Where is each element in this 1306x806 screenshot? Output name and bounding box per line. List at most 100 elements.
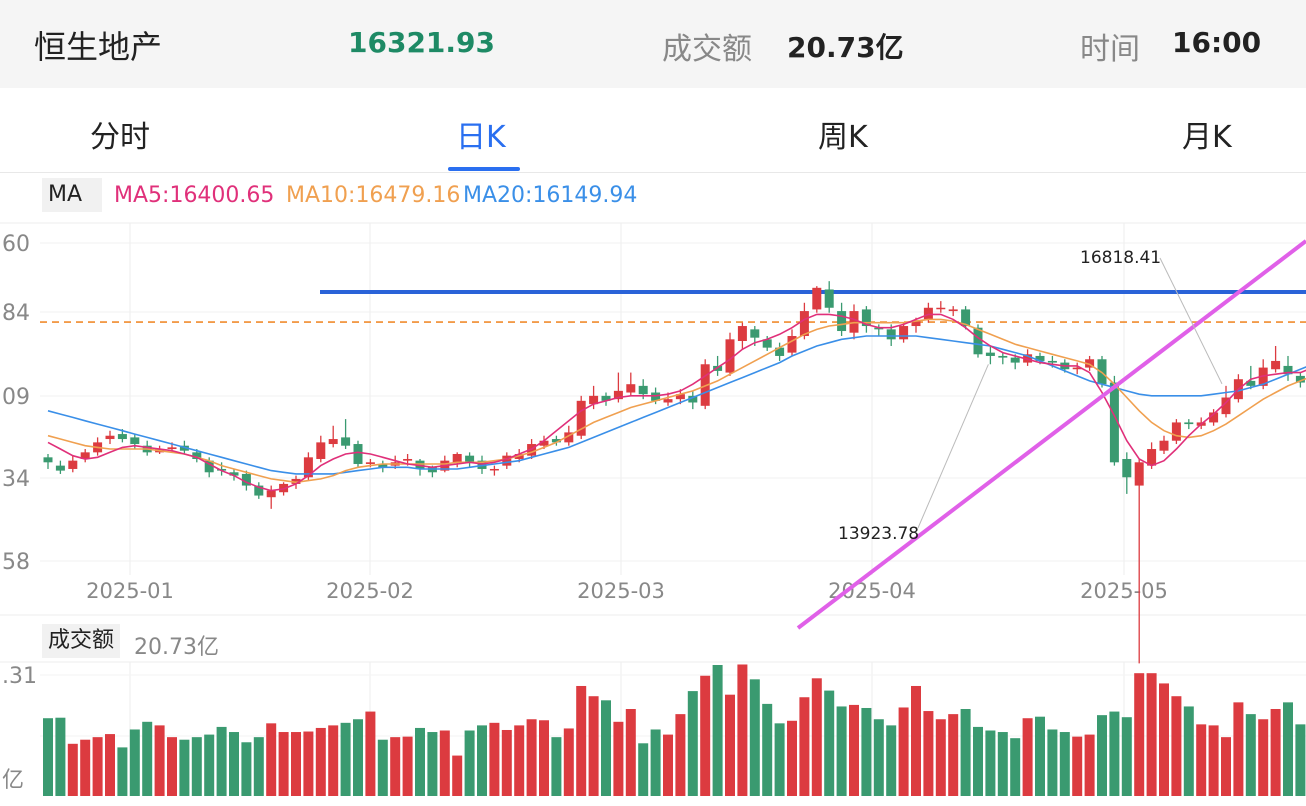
- volume-bar: [142, 721, 153, 796]
- volume-bar: [1121, 717, 1132, 796]
- candle-body: [638, 385, 648, 395]
- volume-bar: [179, 739, 190, 796]
- candle-body: [787, 336, 797, 353]
- candle-body: [961, 309, 971, 327]
- volume-y-tick-label: 亿: [2, 768, 24, 793]
- tab-daily-k[interactable]: 日K: [456, 120, 506, 155]
- candle-body: [948, 309, 958, 312]
- ma-tag[interactable]: MA: [42, 178, 102, 212]
- volume-bar: [266, 723, 277, 796]
- candle-body: [663, 399, 673, 403]
- volume-bar: [253, 737, 264, 796]
- candle-body: [452, 454, 462, 463]
- candle-body: [328, 439, 338, 445]
- volume-bar: [712, 665, 723, 796]
- candle-body: [1085, 359, 1095, 368]
- volume-bar: [601, 700, 611, 796]
- tab-intraday[interactable]: 分时: [90, 120, 150, 155]
- volume-bar: [576, 685, 587, 796]
- active-tab-indicator: [448, 167, 520, 171]
- volume-bar: [117, 747, 128, 796]
- candle-body: [80, 452, 90, 459]
- volume-bar: [687, 691, 698, 796]
- volume-bar: [539, 720, 549, 796]
- ma10-legend: MA10:16479.16: [286, 183, 461, 208]
- volume-bar: [452, 755, 463, 796]
- volume-bar: [1084, 734, 1095, 796]
- high-annotation: 16818.41: [1080, 248, 1161, 268]
- candle-body: [291, 478, 301, 484]
- volume-bar: [105, 734, 115, 796]
- candle-body: [874, 327, 884, 330]
- candle-body: [365, 462, 375, 464]
- candle-body: [651, 392, 661, 401]
- volume-bar: [700, 675, 711, 796]
- candle-body: [700, 364, 710, 406]
- candle-body: [241, 473, 251, 486]
- candle-body: [43, 457, 53, 463]
- support-trendline: [796, 239, 1306, 630]
- volume-bar: [973, 726, 983, 796]
- volume-bar: [427, 732, 438, 796]
- volume-bar: [489, 722, 500, 796]
- turnover-label: 成交额: [662, 32, 752, 67]
- volume-bar: [340, 722, 351, 796]
- volume-bar: [886, 725, 897, 796]
- candle-body: [378, 463, 388, 468]
- candle-body: [824, 289, 834, 308]
- volume-bar: [464, 730, 475, 796]
- volume-legend: 成交额 20.73亿: [0, 620, 1306, 660]
- volume-bar: [898, 707, 909, 796]
- candle-body: [1221, 397, 1231, 415]
- x-tick-label: 2025-03: [577, 579, 665, 603]
- candle-body: [899, 326, 909, 340]
- volume-bar: [377, 739, 388, 796]
- index-price: 16321.93: [348, 26, 496, 59]
- volume-bar: [390, 737, 401, 796]
- volume-bar: [154, 725, 165, 796]
- candle-body: [725, 339, 735, 373]
- volume-bar: [477, 725, 487, 796]
- volume-bar: [1283, 702, 1293, 796]
- candle-body: [1246, 380, 1256, 386]
- volume-bar: [787, 720, 797, 796]
- index-name: 恒生地产: [34, 28, 163, 66]
- candle-body: [68, 460, 78, 469]
- tab-weekly-k[interactable]: 周K: [818, 120, 868, 155]
- volume-legend-value: 20.73亿: [134, 635, 219, 660]
- candle-body: [489, 468, 499, 471]
- volume-bar: [1059, 732, 1070, 796]
- volume-bar: [1258, 719, 1269, 796]
- candle-body: [861, 309, 871, 327]
- ma20-legend: MA20:16149.94: [463, 183, 638, 208]
- candle-body: [1010, 357, 1020, 363]
- volume-bar: [204, 734, 215, 796]
- candle-body: [266, 490, 276, 498]
- candle-body: [601, 395, 611, 401]
- volume-tag[interactable]: 成交额: [42, 624, 121, 658]
- quote-header: 恒生地产 16321.93 成交额 20.73亿 时间 16:00: [0, 0, 1306, 88]
- x-tick-label: 2025-04: [828, 579, 916, 603]
- candle-body: [675, 394, 685, 400]
- candle-body: [775, 347, 785, 356]
- tab-monthly-k[interactable]: 月K: [1182, 120, 1232, 155]
- candle-body: [626, 384, 636, 393]
- volume-bar: [353, 719, 363, 796]
- volume-bar: [675, 714, 686, 796]
- candle-body: [886, 329, 896, 340]
- candle-body: [465, 455, 475, 463]
- candle-body: [936, 307, 946, 310]
- candle-body: [911, 321, 921, 327]
- volume-bar: [526, 719, 537, 796]
- volume-bar: [663, 734, 673, 796]
- volume-bar: [1035, 716, 1045, 796]
- volume-bar: [55, 717, 66, 796]
- candle-body: [973, 327, 983, 355]
- candle-body: [167, 447, 177, 450]
- candle-body: [837, 311, 847, 332]
- y-tick-label: 84: [2, 301, 30, 326]
- volume-bar: [229, 732, 239, 796]
- candle-body: [1023, 354, 1033, 363]
- volume-bar: [1270, 709, 1281, 796]
